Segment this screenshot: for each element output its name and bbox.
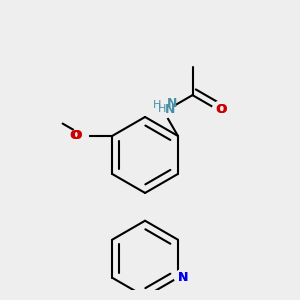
- Text: N: N: [178, 271, 188, 284]
- Circle shape: [156, 102, 172, 118]
- Text: O: O: [70, 130, 80, 142]
- Circle shape: [175, 269, 191, 286]
- Circle shape: [72, 128, 88, 144]
- Circle shape: [212, 101, 229, 117]
- Text: N: N: [165, 103, 175, 116]
- Text: O: O: [215, 103, 226, 116]
- Text: O: O: [217, 103, 227, 116]
- Text: O: O: [71, 130, 82, 142]
- Text: H: H: [153, 100, 161, 110]
- Text: H: H: [158, 104, 166, 114]
- Text: N: N: [178, 271, 188, 284]
- Text: N: N: [167, 97, 177, 110]
